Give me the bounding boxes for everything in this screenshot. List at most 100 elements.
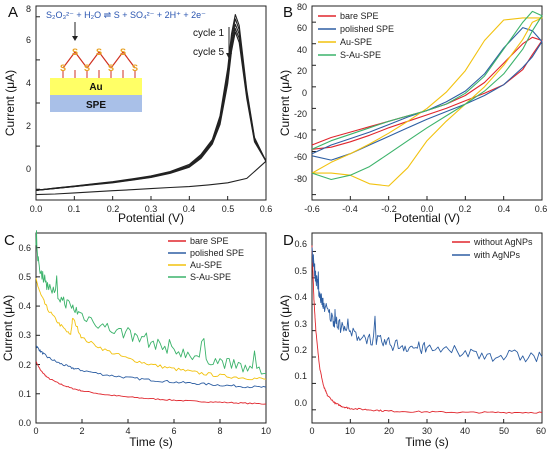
- y-axis-label-d: Current (μA): [278, 295, 292, 361]
- x-tick-label: 0.5: [222, 204, 235, 214]
- series-lines-d: [311, 245, 543, 423]
- s-s-bond: [98, 51, 112, 69]
- series-line-panel-a-4: [35, 31, 267, 191]
- series-line-s-au-spe: [311, 10, 543, 181]
- y-tick-label: 2: [26, 121, 31, 131]
- x-tick-label: 0.6: [260, 204, 273, 214]
- plot-frame-c: [35, 232, 267, 424]
- x-tick-label: 8: [217, 426, 222, 436]
- y-axis-label-c: Current (μA): [1, 295, 15, 361]
- legend-d: without AgNPs with AgNPs: [452, 237, 533, 260]
- legend-entry: without AgNPs: [473, 237, 533, 247]
- y-tick-label: 6: [26, 35, 31, 45]
- s-s-bond: [122, 51, 136, 69]
- legend-c: bare SPE polished SPE Au-SPE S-Au-SPE: [168, 236, 244, 282]
- series-line-au-spe: [35, 277, 267, 381]
- y-tick-label: 0.6: [18, 243, 31, 253]
- y-tick-label: 0.0: [294, 398, 307, 408]
- panel-label-b: B: [283, 4, 293, 21]
- legend-b: bare SPE polished SPE Au-SPE S-Au-SPE: [318, 11, 394, 60]
- s-s-bond: [62, 51, 76, 69]
- x-tick-label: 0.2: [459, 204, 472, 214]
- reaction-equation: S₂O₃²⁻ + H₂O ⇌ S + SO₄²⁻ + 2H⁺ + 2e⁻: [46, 10, 206, 20]
- plot-frame-d: [311, 232, 543, 424]
- x-tick-label: 10: [261, 426, 271, 436]
- legend-entry: bare SPE: [190, 236, 229, 246]
- x-tick-label: 0.6: [535, 204, 548, 214]
- x-tick-label: 4: [125, 426, 130, 436]
- y-tick-label: 60: [297, 23, 307, 33]
- y-tick-label: 80: [297, 2, 307, 12]
- series-line-panel-a-5: [35, 160, 267, 196]
- series-line-polished-spe: [311, 27, 543, 161]
- panel-c: C Time (s) Current (μA) 0 2 4 6 8 10 0.0…: [1, 230, 271, 449]
- y-tick-label: 0.0: [18, 418, 31, 428]
- plot-frame-b: [311, 5, 543, 201]
- x-tick-label: 0.3: [145, 204, 158, 214]
- panel-label-a: A: [8, 4, 18, 21]
- panel-label-c: C: [4, 232, 15, 249]
- x-tick-label: 0: [309, 426, 314, 436]
- y-tick-label: 0.3: [18, 330, 31, 340]
- y-tick-label: 0.4: [18, 301, 31, 311]
- y-tick-label: 40: [297, 45, 307, 55]
- y-tick-label: 0.4: [294, 292, 307, 302]
- cycle-first-label: cycle 1: [193, 28, 225, 39]
- arrow-head-icon: [72, 36, 78, 41]
- spe-layer-label: SPE: [86, 100, 106, 111]
- series-lines-c: [35, 230, 267, 424]
- series-line-with-agnps: [311, 247, 543, 363]
- s-s-bond: [86, 51, 100, 69]
- y-tick-label: 0: [302, 88, 307, 98]
- y-tick-label: 20: [297, 66, 307, 76]
- sulfur-atom-icon: S: [96, 47, 102, 57]
- series-line-polished-spe: [35, 345, 267, 389]
- y-tick-label: 4: [26, 78, 31, 88]
- y-tick-label: 0.3: [294, 319, 307, 329]
- panel-label-d: D: [283, 232, 294, 249]
- y-tick-label: 0.2: [294, 345, 307, 355]
- x-tick-label: 0.4: [498, 204, 511, 214]
- x-tick-label: 30: [422, 426, 432, 436]
- x-axis-label-b: Potential (V): [394, 211, 460, 225]
- y-tick-label: 8: [26, 4, 31, 14]
- series-line-without-agnps: [311, 245, 543, 414]
- y-tick-label: 0.5: [294, 266, 307, 276]
- panel-a: A Potential (V) Current (μA) 0.0 0.1 0.2…: [3, 4, 272, 225]
- panel-d: D Time (s) Current (μA) 0 10 20 30 40 50…: [278, 232, 546, 449]
- series-line-bare-spe: [35, 361, 267, 405]
- y-axis-label-b: Current (μA): [278, 70, 292, 136]
- legend-entry: bare SPE: [340, 11, 379, 21]
- x-tick-label: 6: [171, 426, 176, 436]
- x-tick-label: 40: [460, 426, 470, 436]
- sulfur-atom-icon: S: [84, 63, 90, 73]
- legend-entry: Au-SPE: [190, 260, 222, 270]
- spe-layer: [50, 95, 142, 112]
- y-tick-label: 0: [26, 164, 31, 174]
- y-tick-label: -60: [294, 152, 307, 162]
- x-tick-label: 10: [345, 426, 355, 436]
- x-tick-label: 0: [33, 426, 38, 436]
- legend-entry: polished SPE: [190, 248, 244, 258]
- s-s-bond: [110, 51, 124, 69]
- series-lines-b: [311, 10, 543, 200]
- x-tick-label: 0.0: [421, 204, 434, 214]
- x-tick-label: 60: [536, 426, 546, 436]
- y-tick-label: -40: [294, 131, 307, 141]
- legend-entry: S-Au-SPE: [190, 272, 231, 282]
- y-axis-label-a: Current (μA): [3, 70, 17, 136]
- sulfur-atom-icon: S: [120, 47, 126, 57]
- x-tick-label: 0.4: [183, 204, 196, 214]
- y-tick-label: -80: [294, 174, 307, 184]
- series-lines-a: [35, 14, 267, 200]
- x-axis-label-a: Potential (V): [118, 211, 184, 225]
- legend-entry: with AgNPs: [473, 250, 521, 260]
- y-tick-label: 0.2: [18, 360, 31, 370]
- x-tick-label: 50: [499, 426, 509, 436]
- x-tick-label: -0.2: [381, 204, 397, 214]
- series-line-s-au-spe: [35, 230, 267, 375]
- x-tick-label: 0.1: [68, 204, 81, 214]
- sulfur-atom-icon: S: [132, 63, 138, 73]
